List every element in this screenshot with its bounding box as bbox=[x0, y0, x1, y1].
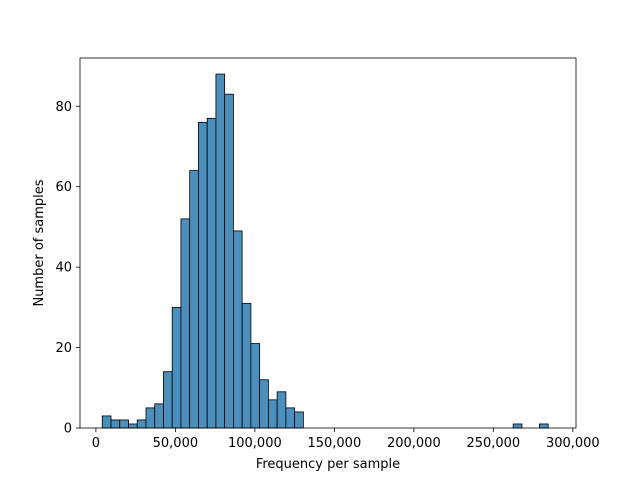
x-tick-label: 0 bbox=[92, 436, 100, 451]
histogram-bar bbox=[101, 415, 112, 429]
x-tick-label: 100,000 bbox=[228, 436, 282, 451]
histogram-bar bbox=[154, 403, 164, 429]
x-axis-label: Frequency per sample bbox=[256, 457, 400, 472]
histogram-bar bbox=[163, 371, 173, 429]
plot-frame bbox=[79, 57, 577, 429]
histogram-bar bbox=[119, 419, 129, 429]
histogram-bar bbox=[224, 93, 234, 429]
histogram-bar bbox=[145, 407, 156, 429]
histogram-bar bbox=[539, 423, 549, 429]
histogram-bar bbox=[180, 218, 191, 429]
y-axis-label: Number of samples bbox=[32, 179, 47, 306]
histogram-bar bbox=[285, 407, 296, 429]
histogram-bar bbox=[250, 343, 261, 429]
x-tick-label: 50,000 bbox=[153, 436, 199, 451]
histogram-bar bbox=[512, 423, 523, 429]
x-tick-label: 200,000 bbox=[387, 436, 441, 451]
y-tick-label: 60 bbox=[55, 180, 72, 195]
y-axis-ticks: 0 20 40 60 80 bbox=[55, 100, 80, 437]
histogram-bar bbox=[294, 411, 304, 429]
x-axis-ticks: 0 50,000 100,000 150,000 200,000 250,000 300,0… bbox=[92, 428, 600, 451]
histogram-bar bbox=[241, 302, 252, 429]
y-tick-label: 40 bbox=[55, 261, 72, 276]
histogram-bar bbox=[189, 170, 199, 429]
histogram-bar bbox=[233, 230, 243, 429]
y-tick-label: 0 bbox=[64, 422, 72, 437]
x-tick-label: 300,000 bbox=[546, 436, 600, 451]
histogram-bar bbox=[276, 391, 287, 429]
y-tick-label: 20 bbox=[55, 341, 72, 356]
histogram-bar bbox=[136, 419, 147, 429]
histogram-bar bbox=[171, 306, 182, 429]
histogram-bar bbox=[267, 399, 278, 429]
histogram-bar bbox=[110, 419, 121, 429]
y-tick-label: 80 bbox=[55, 100, 72, 115]
x-tick-label: 150,000 bbox=[307, 436, 361, 451]
histogram-bar bbox=[198, 121, 208, 429]
histogram-bar bbox=[206, 117, 217, 429]
histogram-bar bbox=[259, 379, 269, 429]
histogram-bar bbox=[128, 423, 138, 429]
histogram-bar bbox=[215, 73, 226, 429]
x-tick-label: 250,000 bbox=[466, 436, 520, 451]
bars-group bbox=[101, 73, 549, 429]
